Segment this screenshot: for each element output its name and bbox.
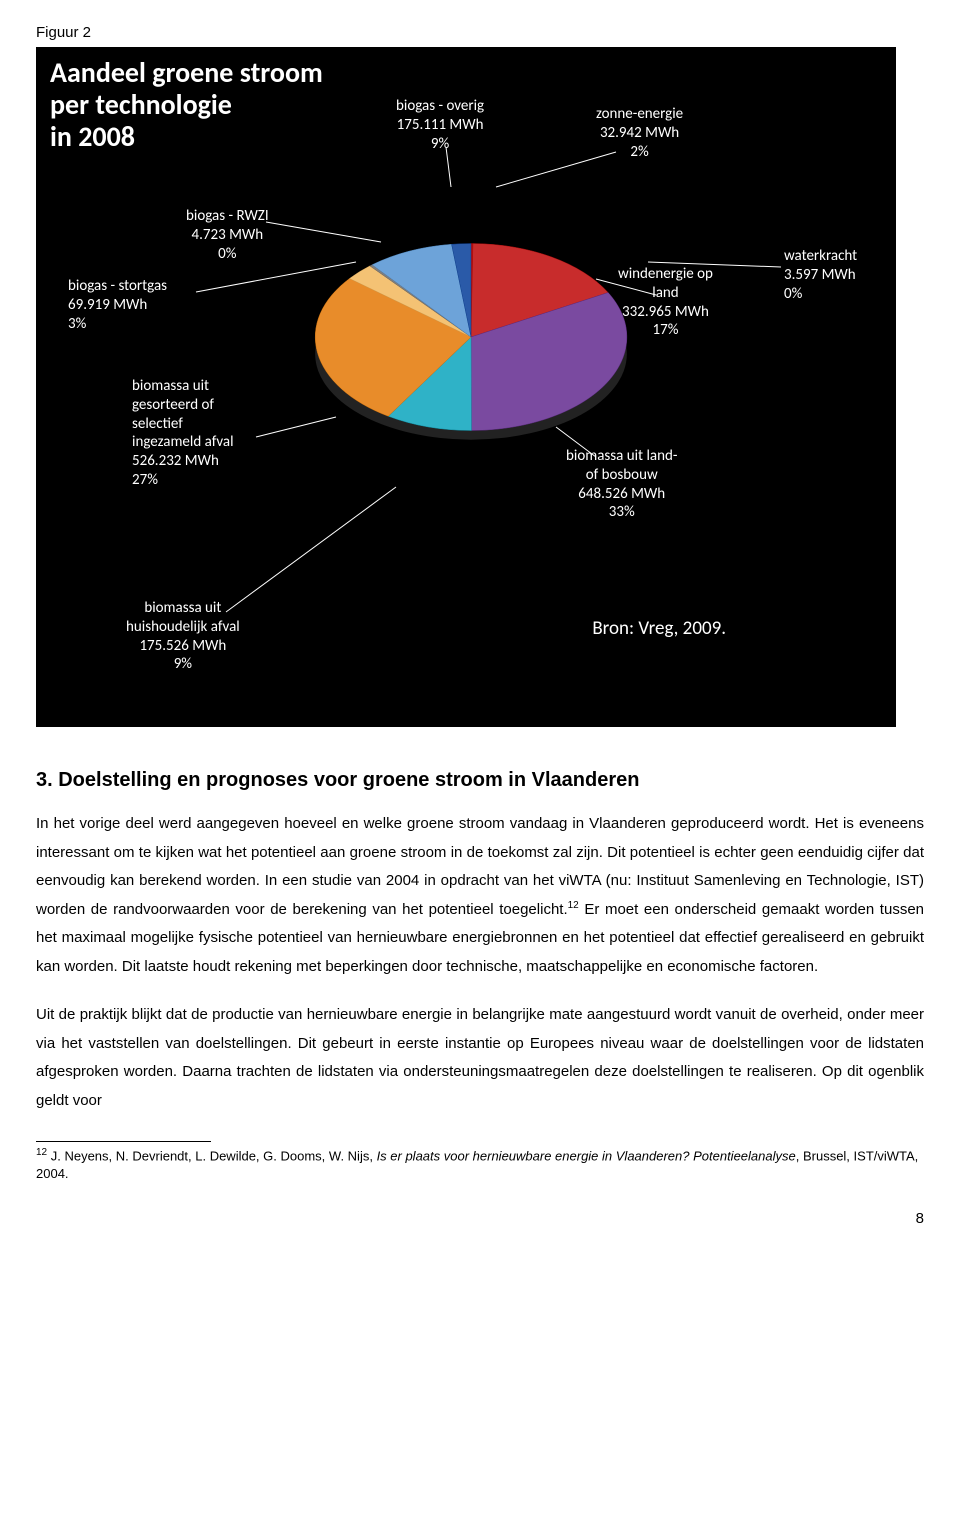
body-paragraph-2: Uit de praktijk blijkt dat de productie … xyxy=(36,1001,924,1115)
slice-label-bio_landbos: biomassa uit land- of bosbouw 648.526 MW… xyxy=(566,447,677,522)
slice-label-bio_afval: biomassa uit gesorteerd of selectief ing… xyxy=(132,377,234,490)
figure-label: Figuur 2 xyxy=(36,24,924,41)
slice-label-biogas_stort: biogas - stortgas 69.919 MWh 3% xyxy=(68,277,167,333)
footnote-italic: Is er plaats voor hernieuwbare energie i… xyxy=(377,1148,796,1163)
slice-label-biogas_overig: biogas - overig 175.111 MWh 9% xyxy=(396,97,484,153)
section-heading: 3. Doelstelling en prognoses voor groene… xyxy=(36,769,924,792)
footnote-ref: 12 xyxy=(568,900,579,911)
chart-title: Aandeel groene stroom per technologie in… xyxy=(50,57,323,154)
slice-label-biogas_rwzi: biogas - RWZI 4.723 MWh 0% xyxy=(186,207,269,263)
slice-label-wind_land: windenergie op land 332.965 MWh 17% xyxy=(618,265,713,340)
slice-label-zonne: zonne-energie 32.942 MWh 2% xyxy=(596,105,683,161)
body-paragraph-1: In het vorige deel werd aangegeven hoeve… xyxy=(36,810,924,981)
footnote-text: J. Neyens, N. Devriendt, L. Dewilde, G. … xyxy=(47,1148,376,1163)
slice-label-bio_huish: biomassa uit huishoudelijk afval 175.526… xyxy=(126,599,240,674)
footnote: 12 J. Neyens, N. Devriendt, L. Dewilde, … xyxy=(36,1146,924,1182)
footnote-number: 12 xyxy=(36,1147,47,1158)
footnote-separator xyxy=(36,1141,211,1142)
chart-source: Bron: Vreg, 2009. xyxy=(592,617,726,640)
pie-chart-container: Aandeel groene stroom per technologie in… xyxy=(36,47,896,727)
slice-label-waterkracht: waterkracht 3.597 MWh 0% xyxy=(784,247,857,303)
page-number: 8 xyxy=(36,1210,924,1227)
